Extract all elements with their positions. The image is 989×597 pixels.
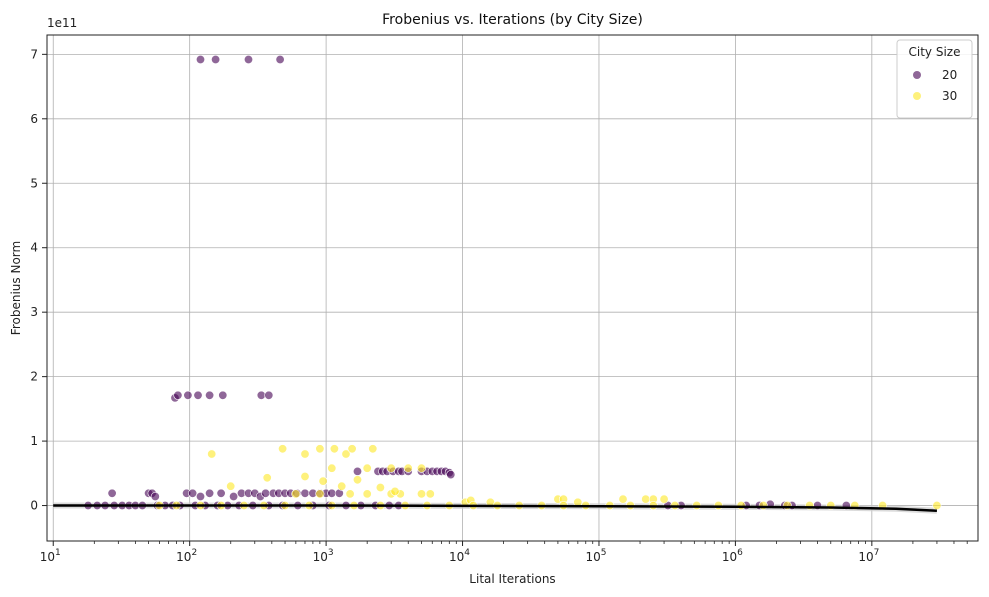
- scatter-point: [345, 489, 355, 499]
- x-tick-label: 101: [40, 548, 61, 564]
- scatter-point: [205, 488, 215, 498]
- scatter-point: [188, 488, 198, 498]
- y-axis-label: Frobenius Norm: [9, 241, 23, 335]
- y-tick-label: 5: [30, 176, 38, 190]
- scatter-point: [261, 488, 271, 498]
- x-tick-label: 107: [858, 548, 879, 564]
- y-tick-label: 0: [30, 499, 38, 513]
- scatter-point: [193, 390, 203, 400]
- scatter-point: [244, 54, 254, 64]
- scatter-point: [352, 475, 362, 485]
- scatter-point: [262, 473, 272, 483]
- scatter-point: [416, 463, 426, 473]
- scatter-point: [173, 390, 183, 400]
- scatter-point: [211, 54, 221, 64]
- scatter-point: [736, 500, 746, 510]
- scatter-point: [315, 489, 325, 499]
- x-tick-label: 103: [313, 548, 334, 564]
- x-tick-label: 102: [176, 548, 197, 564]
- y-tick-layer: 0 1 2 3 4 5 6 7: [30, 47, 47, 513]
- scatter-point: [291, 489, 301, 499]
- scatter-point: [329, 444, 339, 454]
- legend: City Size 20 30: [896, 39, 973, 119]
- scatter-point: [275, 54, 285, 64]
- y-tick-label: 1: [30, 434, 38, 448]
- legend-marker-30: [913, 92, 921, 100]
- legend-title: City Size: [909, 45, 961, 59]
- scatter-point: [375, 482, 385, 492]
- x-tick-label: 106: [722, 548, 743, 564]
- legend-marker-20: [913, 71, 921, 79]
- legend-label-30: 30: [942, 89, 957, 103]
- scatter-point: [932, 500, 942, 510]
- y-axis-multiplier: 1e11: [47, 16, 77, 30]
- scatter-point: [327, 488, 337, 498]
- legend-label-20: 20: [942, 68, 957, 82]
- scatter-point: [347, 444, 357, 454]
- scatter-point: [226, 481, 236, 491]
- scatter-point: [416, 489, 426, 499]
- x-tick-layer: 101 102 103 104 105 106 107: [40, 541, 968, 564]
- scatter-point: [659, 494, 669, 504]
- scatter-point: [107, 488, 117, 498]
- scatter-point: [218, 390, 228, 400]
- scatter-point: [327, 463, 337, 473]
- scatter-point: [300, 449, 310, 459]
- scatter-point: [196, 54, 206, 64]
- scatter-point: [150, 491, 160, 501]
- scatter-point: [264, 390, 274, 400]
- scatter-point: [229, 491, 239, 501]
- points-layer: [53, 54, 942, 512]
- x-tick-label: 104: [449, 548, 470, 564]
- scatter-point: [300, 471, 310, 481]
- scatter-point: [368, 444, 378, 454]
- chart-title: Frobenius vs. Iterations (by City Size): [382, 12, 643, 28]
- scatter-point: [315, 444, 325, 454]
- scatter-point: [446, 470, 456, 480]
- scatter-point: [390, 486, 400, 496]
- y-tick-label: 6: [30, 112, 38, 126]
- scatter-point: [216, 488, 226, 498]
- scatter-point: [183, 390, 193, 400]
- scatter-point: [318, 476, 328, 486]
- scatter-point: [278, 444, 288, 454]
- plot-frame: [46, 34, 979, 542]
- scatter-point: [337, 481, 347, 491]
- scatter-point: [362, 489, 372, 499]
- scatter-point: [196, 491, 206, 501]
- y-tick-label: 7: [30, 47, 38, 61]
- scatter-point: [641, 494, 651, 504]
- scatter-point: [352, 466, 362, 476]
- scatter-point: [207, 449, 217, 459]
- x-axis-label: Lital Iterations: [469, 572, 555, 586]
- scatter-point: [403, 463, 413, 473]
- y-tick-label: 4: [30, 241, 38, 255]
- scatter-point: [618, 494, 628, 504]
- scatter-point: [386, 463, 396, 473]
- scatter-point: [362, 463, 372, 473]
- scatter-point: [341, 449, 351, 459]
- scatter-point: [205, 390, 215, 400]
- x-tick-label: 105: [585, 548, 606, 564]
- trend-line: [53, 504, 937, 512]
- scatter-point: [300, 488, 310, 498]
- y-tick-label: 2: [30, 370, 38, 384]
- scatter-point: [256, 390, 266, 400]
- scatter-point: [425, 489, 435, 499]
- scatter-point: [758, 500, 768, 510]
- y-tick-label: 3: [30, 305, 38, 319]
